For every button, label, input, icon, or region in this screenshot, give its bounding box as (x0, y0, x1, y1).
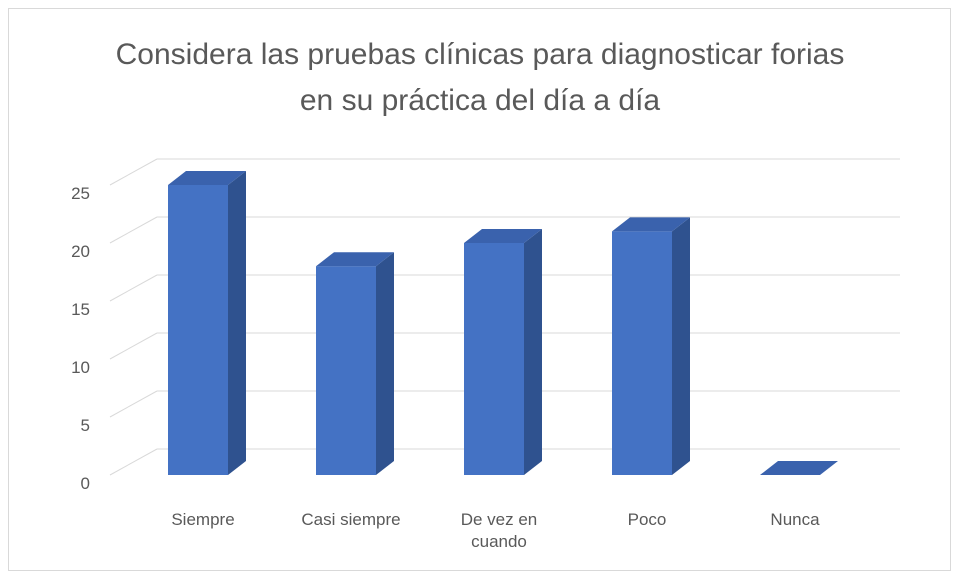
x-tick-label: De vez en cuando (460, 510, 538, 551)
grid-line-side (109, 390, 158, 418)
grid-line-side (109, 332, 158, 360)
grid-line-side (109, 158, 158, 186)
y-tick-label: 25 (71, 184, 90, 203)
chart-title: Considera las pruebas clínicas para diag… (115, 38, 845, 117)
bar (316, 266, 376, 475)
bar-side (376, 252, 394, 475)
bar (612, 231, 672, 475)
bar-top (612, 217, 690, 232)
bar-top (316, 252, 394, 267)
x-tick-label: Poco (627, 510, 667, 529)
grid-line-side (109, 448, 158, 476)
y-tick-label: 10 (71, 358, 90, 377)
bar-top (168, 171, 246, 185)
bar-side (524, 229, 542, 475)
bar (168, 185, 228, 475)
y-tick-label: 20 (71, 242, 90, 261)
x-tick-label: Siempre (171, 510, 235, 529)
grid-line-side (109, 216, 158, 244)
bar (464, 243, 524, 475)
bar-top (464, 229, 542, 243)
y-tick-label: 5 (80, 416, 90, 435)
x-tick-label: Casi siempre (301, 510, 401, 529)
grid-line-side (109, 274, 158, 302)
bar-side (672, 217, 690, 475)
y-tick-label: 0 (80, 474, 90, 493)
bar-side (228, 171, 246, 475)
y-tick-label: 15 (71, 300, 90, 319)
bar-top (760, 461, 838, 475)
x-tick-label: Nunca (770, 510, 820, 529)
